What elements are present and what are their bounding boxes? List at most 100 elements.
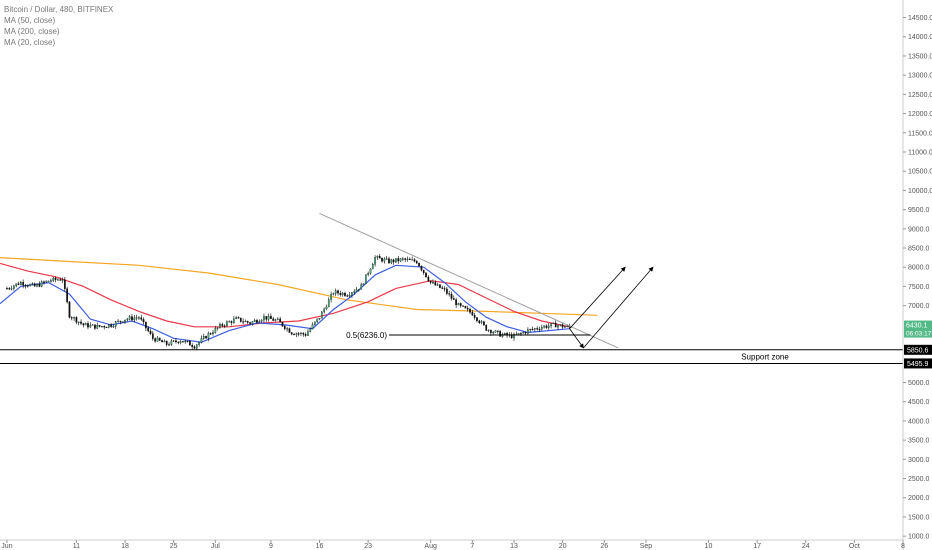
candle-up: [360, 284, 363, 290]
support-top-badge: [904, 344, 932, 355]
candle-down: [490, 329, 492, 334]
candle-up: [341, 292, 344, 295]
candle-down: [346, 295, 349, 297]
candle-up: [314, 321, 316, 325]
candle-down: [339, 293, 342, 295]
candle-down: [443, 288, 446, 290]
candle-down: [103, 326, 106, 328]
candle-down: [473, 315, 476, 318]
candle-up: [564, 326, 566, 328]
y-tick-label: 12000.0: [908, 111, 932, 118]
candle-up: [124, 319, 126, 323]
candle-down: [186, 340, 189, 342]
y-tick-label: 10000.0: [908, 188, 932, 195]
candle-down: [392, 259, 395, 263]
candle-down: [524, 332, 527, 334]
candle-down: [151, 333, 154, 339]
y-axis[interactable]: 1000.0 1500.0 2000.0 2500.0 3000.0 3500.0 4000…: [902, 0, 932, 550]
candle-up: [311, 324, 314, 329]
candle-down: [223, 325, 226, 327]
candle-up: [226, 321, 228, 326]
candle-up: [170, 340, 173, 345]
x-tick-label: 25: [170, 543, 178, 550]
legend-ma-200: MA (200, close): [4, 27, 60, 36]
y-tick-label: 8500.0: [908, 246, 930, 253]
candle-down: [297, 333, 300, 335]
candle-down: [466, 307, 469, 310]
candle-down: [483, 321, 485, 326]
x-tick-label: 24: [802, 543, 810, 550]
candle-up: [91, 324, 94, 326]
candle-up: [235, 317, 238, 320]
candle-down: [121, 321, 124, 323]
candle-down: [304, 334, 307, 336]
candle-up: [219, 324, 221, 328]
candle-up: [323, 308, 325, 313]
candle-down: [418, 262, 420, 267]
y-tick-label: 5000.0: [908, 380, 930, 387]
candle-up: [29, 284, 31, 287]
candle-down: [561, 324, 564, 328]
candle-down: [246, 320, 249, 323]
y-tick-label: 7500.0: [908, 284, 930, 291]
candle-down: [485, 324, 488, 331]
chart-legend: Bitcoin / Dollar, 480, BITFINEX MA (50, …: [4, 4, 113, 48]
candle-down: [161, 340, 163, 343]
candle-down: [237, 317, 240, 319]
candle-up: [163, 340, 166, 343]
x-tick-label: 16: [316, 543, 324, 550]
ma-50-line: [0, 262, 570, 328]
x-tick-label: 20: [559, 543, 567, 550]
candle-down: [344, 292, 346, 296]
y-tick-label: 3500.0: [908, 438, 930, 445]
candle-up: [358, 289, 360, 291]
x-tick-label: 11: [73, 543, 80, 550]
candle-up: [96, 325, 99, 329]
candles: [6, 254, 571, 351]
y-tick-label: 1000.0: [908, 534, 930, 541]
candle-up: [61, 279, 64, 281]
candle-up: [233, 318, 235, 323]
candle-down: [26, 285, 29, 287]
candle-down: [281, 321, 284, 327]
candle-up: [117, 320, 119, 322]
legend-title: Bitcoin / Dollar, 480, BITFINEX: [4, 5, 114, 14]
candle-up: [480, 321, 483, 323]
candle-down: [22, 282, 24, 286]
x-axis[interactable]: Jun 11 18 25 Jul 9 16 23 Aug 7 13 20 26 Sep 10 17 24 Oct 8: [0, 539, 905, 550]
support-top-badge-text: 5850.6: [907, 347, 929, 354]
candle-down: [98, 325, 101, 327]
candle-up: [550, 323, 552, 327]
candle-up: [436, 284, 439, 286]
candle-up: [552, 322, 555, 324]
candle-down: [429, 280, 432, 283]
candle-down: [496, 330, 499, 332]
y-tick-label: 7000.0: [908, 303, 930, 310]
candle-down: [221, 324, 224, 326]
candle-down: [149, 330, 152, 334]
candle-up: [348, 294, 351, 297]
candle-up: [309, 328, 312, 332]
candle-down: [272, 318, 275, 321]
candle-down: [462, 305, 464, 307]
candle-up: [114, 321, 117, 327]
candle-down: [249, 322, 251, 324]
candle-up: [318, 318, 321, 320]
y-tick-label: 9000.0: [908, 226, 930, 233]
candle-up: [376, 256, 379, 258]
y-tick-label: 3000.0: [908, 457, 930, 464]
candle-up: [307, 331, 309, 336]
candle-up: [327, 299, 330, 308]
candle-down: [425, 272, 427, 278]
candle-up: [406, 258, 409, 260]
candle-up: [402, 258, 404, 260]
candle-down: [464, 306, 467, 309]
candle-up: [260, 319, 263, 322]
candle-down: [452, 298, 455, 300]
candle-up: [207, 333, 210, 339]
candle-up: [399, 258, 402, 262]
candle-down: [415, 261, 418, 264]
candle-down: [142, 319, 145, 323]
candle-down: [545, 325, 548, 328]
